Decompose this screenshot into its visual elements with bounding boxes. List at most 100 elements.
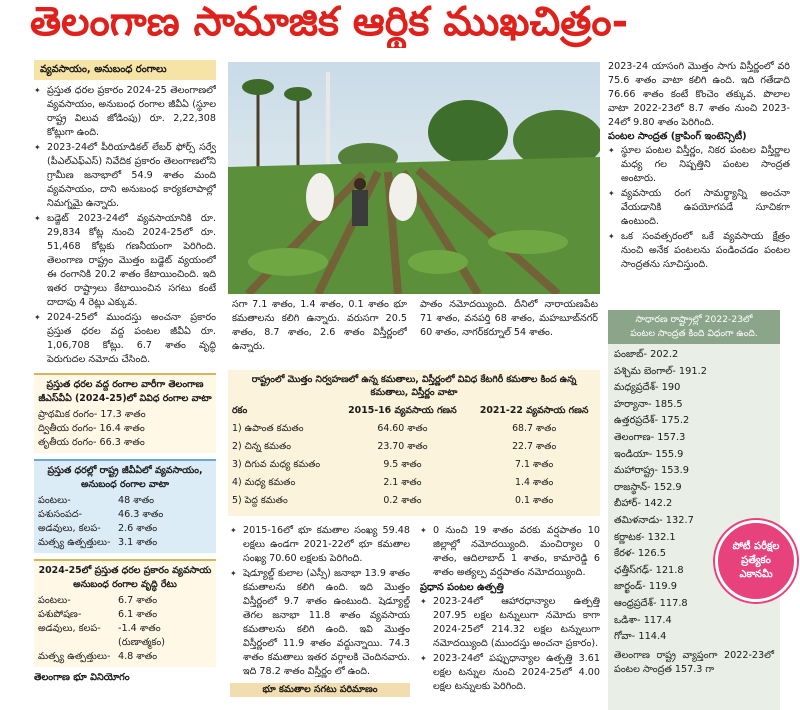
intensity-box: సాధారణ రాష్ట్రాల్లో 2022-23లో పంటల సాంద్… (608, 310, 780, 710)
bullet: బడ్జెట్ 2023-24లో వ్యవసాయానికి రూ. 29,83… (34, 212, 216, 310)
headline: తెలంగాణ సామాజిక ఆర్థిక ముఖచిత్రం- (30, 0, 629, 45)
cell: అడవులు, కలప- (38, 623, 101, 634)
box-row: పశుసంపద- 46.3 శాతం (38, 508, 212, 522)
cell: (రుణాత్మకం) (118, 637, 166, 648)
state-row: పంజాబ్- 202.2 (614, 349, 679, 360)
box-header: సాధారణ రాష్ట్రాల్లో 2022-23లో పంటల సాంద్… (608, 310, 780, 344)
table-cell: 68.7 శాతం (512, 422, 557, 434)
state-row: మధ్యప్రదేశ్- 190 (614, 382, 681, 394)
sub-heading: పంటల సాంద్రత (క్రాపింగ్ ఇంటెన్సిటీ) (608, 131, 747, 142)
box-row: (రుణాత్మకం) (38, 636, 212, 650)
cell: 4.8 శాతం (118, 651, 158, 662)
header-cell: 2021-22 వ్యవసాయ గణన (479, 404, 589, 416)
table-cell: 9.5 శాతం (383, 458, 422, 470)
state-row: కేరళ- 126.5 (614, 548, 666, 560)
state-row: తమిళనాడు- 132.7 (614, 514, 694, 526)
table-cell: 23.70 శాతం (377, 440, 428, 452)
badge-line: పోటీ పరీక్షల (732, 541, 780, 552)
table-title: రాష్ట్రంలో మొత్తం నిర్వహణలో ఉన్న కమతాలు,… (251, 374, 577, 398)
bullet: స్థూల పంటల విస్తీర్ణం, నికర పంటల విస్తీర… (608, 144, 790, 186)
state-row: మహారాష్ట్ర- 153.9 (614, 465, 690, 477)
bullet: 2023-24లో పప్పుధాన్యాల ఉత్పత్తి 3.61 లక్… (420, 652, 600, 694)
text-block: తెలంగాణ రాష్ట్ర వ్యాప్తంగా 2022-23లో పంట… (614, 649, 774, 675)
cell: 48 శాతం (118, 495, 155, 506)
table-cell: 4) మధ్య కమతం (232, 476, 296, 488)
state-row: బీహార్- 142.2 (614, 498, 673, 510)
cell: 6.7 శాతం (118, 595, 158, 606)
table-cell: 5) పెద్ద కమతం (232, 494, 288, 506)
badge: పోటీ పరీక్షల ప్రత్యేకం ఎకానమీ (715, 520, 797, 602)
bullet: 0 నుంచి 19 శాతం వరకు వర్షపాతం 10 జిల్లాల… (420, 524, 600, 580)
table-cell: 1) ఉపాంత కమతం (232, 422, 304, 434)
box-row: పంటలు- 48 శాతం (38, 494, 212, 508)
box-title: ప్రస్తుత ధరల వద్ద రంగాల వారీగా తెలంగాణ జ… (38, 379, 212, 404)
column-b: 0 నుంచి 19 శాతం వరకు వర్షపాతం 10 జిల్లాల… (420, 524, 600, 710)
bullet: 2015-16లో భూ కమతాల సంఖ్య 59.48 లక్షలు ఉం… (230, 524, 410, 566)
state-row: తెలంగాణ- 157.3 (614, 431, 686, 443)
cell: పంటలు- (38, 595, 71, 606)
left-column: వ్యవసాయం, అనుబంధ రంగాలు ప్రస్తుత ధరల ప్ర… (34, 60, 216, 710)
state-row: ఛత్తీస్‌గఢ్- 121.8 (614, 564, 684, 576)
cell: -1.4 శాతం (118, 623, 161, 634)
right-column: 2023-24 యాసంగి మొత్తం సాగు విస్తీర్ణంలో … (608, 60, 790, 310)
cell: పంటలు- (38, 495, 71, 506)
box-row: అడవులు, కలప- 2.6 శాతం (38, 522, 212, 536)
table-row: 1) ఉపాంత కమతం 64.60 శాతం 68.7 శాతం (228, 420, 600, 438)
state-row: కర్ణాటక- 132.1 (614, 531, 676, 543)
bullet: 2024-25లో ముందస్తు అంచనా ప్రకారం ప్రస్తు… (34, 311, 216, 367)
table-row: 3) దిగువ మధ్య కమతం 9.5 శాతం 7.1 శాతం (228, 456, 600, 474)
state-row: ఉత్తరప్రదేశ్- 175.2 (614, 415, 690, 427)
box-rows: పంటలు- 48 శాతం పశుసంపద- 46.3 శాతం అడవులు, కల… (38, 494, 212, 550)
cell: 6.1 శాతం (118, 609, 158, 620)
bullet: 2023-24లో ఆహారధాన్యాల ఉత్పత్తి 207.95 లక… (420, 595, 600, 651)
footer-heading: తెలంగాణ భూ వినియోగం (34, 672, 130, 683)
table-cell: 3) దిగువ మధ్య కమతం (232, 458, 321, 470)
text-block: 2023-24 యాసంగి మొత్తం సాగు విస్తీర్ణంలో … (608, 61, 790, 128)
cell: మత్స్య ఉత్పత్తులు- (38, 537, 111, 548)
gva-box: ప్రస్తుత ధరల్లో రాష్ట్ర జీవీఏలో వ్యవసాయం… (34, 459, 216, 553)
bullet: ప్రస్తుత ధరల ప్రకారం 2024-25 తెలంగాణలో వ… (34, 84, 216, 140)
cell: 46.3 శాతం (118, 509, 164, 520)
cell: 2.6 శాతం (118, 523, 158, 534)
badge-line: ప్రత్యేకం (741, 555, 771, 566)
box-row: అడవులు, కలప- -1.4 శాతం (38, 622, 212, 636)
cell: మత్స్య ఉత్పత్తులు- (38, 651, 111, 662)
box-row: మత్స్య ఉత్పత్తులు- 4.8 శాతం (38, 650, 212, 664)
box-row: పంటలు- 6.7 శాతం (38, 594, 212, 608)
state-row: జార్ఖండ్- 119.9 (614, 581, 677, 593)
cell (38, 636, 118, 650)
table-cell: 64.60 శాతం (377, 422, 428, 434)
row-text: తృతీయ రంగం- 66.3 శాతం (38, 437, 145, 448)
holdings-table-box: రాష్ట్రంలో మొత్తం నిర్వహణలో ఉన్న కమతాలు,… (228, 370, 600, 516)
state-row: హర్యానా- 185.5 (614, 398, 683, 410)
badge-line: ఎకానమీ (739, 569, 773, 580)
state-row: ఒడిశా- 117.4 (614, 614, 672, 626)
table-row: 2) చిన్న కమతం 23.70 శాతం 22.7 శాతం (228, 438, 600, 456)
box-heading: భూ కమతాల సగటు పరిమాణం (230, 683, 410, 697)
row-text: ద్వితీయ రంగం- 16.4 శాతం (38, 423, 145, 434)
table-cell: 0.1 శాతం (515, 494, 554, 506)
table-cell: 22.7 శాతం (512, 440, 557, 452)
row-text: ప్రాథమిక రంగం- 17.3 శాతం (38, 409, 146, 420)
cell: పశుపోషణ- (38, 609, 82, 620)
table-cell: 0.2 శాతం (383, 494, 422, 506)
text-block: సగా 7.1 శాతం, 1.4 శాతం, 0.1 శాతం భూ కమతా… (232, 299, 407, 352)
box-row: పశుపోషణ- 6.1 శాతం (38, 608, 212, 622)
header-cell: రకం (232, 404, 248, 416)
table-cell: 2.1 శాతం (383, 476, 422, 488)
holdings-table: రకం 2015-16 వ్యవసాయ గణన 2021-22 వ్యవసాయ గణ… (228, 402, 600, 510)
table-cell: 1.4 శాతం (515, 476, 554, 488)
text-block: పాతం నమోదయ్యింది. దీనిలో నారాయణపేట 71 శా… (420, 299, 598, 338)
growth-box: 2024-25లో ప్రస్తుత ధరల ప్రకారం వ్యవసాయ అ… (34, 559, 216, 667)
table-cell: 2) చిన్న కమతం (232, 440, 291, 452)
state-row: ఇండియా- 155.9 (614, 448, 684, 460)
bullet: వ్యవసాయ రంగ సామర్థ్యాన్ని అంచనా వేయడానిక… (608, 187, 790, 229)
header-cell: 2015-16 వ్యవసాయ గణన (348, 404, 457, 416)
header-row: రకం 2015-16 వ్యవసాయ గణన 2021-22 వ్యవసాయ గణ… (228, 402, 600, 420)
farm-photo (228, 62, 600, 294)
cell: అడవులు, కలప- (38, 523, 101, 534)
box-rows: పంటలు- 6.7 శాతం పశుపోషణ- 6.1 శాతం అడవులు, కల… (38, 594, 212, 664)
box-rows: ప్రాథమిక రంగం- 17.3 శాతం ద్వితీయ రంగం- 16… (38, 408, 212, 450)
table-cell: 7.1 శాతం (515, 458, 554, 470)
